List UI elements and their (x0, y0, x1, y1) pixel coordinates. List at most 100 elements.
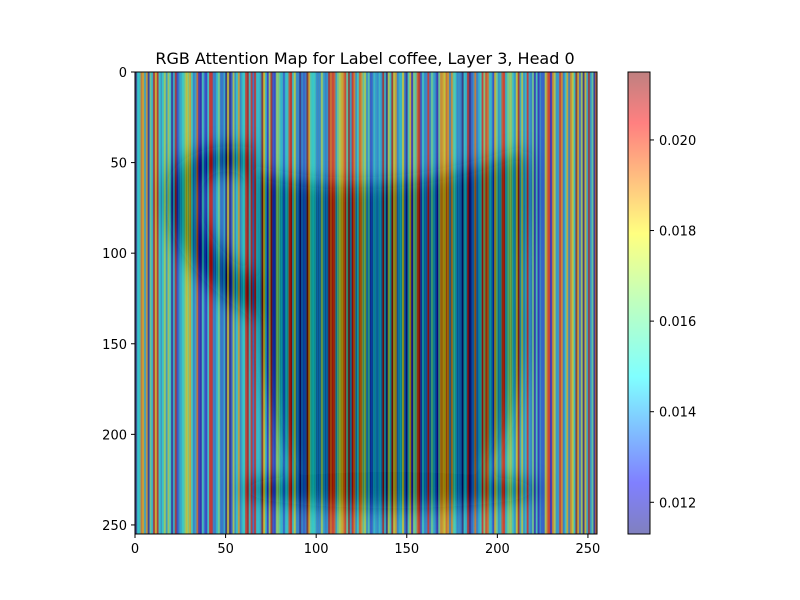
attention-stripe (138, 72, 141, 534)
attention-stripe (481, 72, 484, 534)
attention-stripe (347, 72, 351, 534)
attention-stripe (218, 72, 221, 534)
attention-stripe (407, 72, 410, 534)
attention-stripe (571, 72, 574, 534)
x-tick-label: 200 (485, 542, 510, 557)
attention-stripe (580, 72, 583, 534)
colorbar-tick-label: 0.016 (659, 315, 696, 330)
attention-stripe (499, 72, 502, 534)
attention-stripe (566, 72, 569, 534)
attention-stripe (423, 72, 426, 534)
attention-stripe (589, 72, 592, 534)
attention-stripe (255, 72, 259, 534)
y-tick-label: 100 (102, 247, 127, 262)
attention-stripe (568, 72, 571, 534)
attention-stripe (302, 72, 306, 534)
attention-stripe (577, 72, 580, 534)
attention-stripe (389, 72, 392, 534)
attention-stripe (198, 72, 201, 534)
attention-stripe (144, 72, 147, 534)
x-tick-label: 100 (304, 542, 329, 557)
attention-stripe (176, 72, 179, 534)
attention-stripe (301, 72, 304, 534)
attention-stripe (319, 72, 322, 534)
attention-stripe (292, 72, 295, 534)
attention-stripe (519, 72, 522, 534)
attention-stripe (528, 72, 531, 534)
attention-stripe (237, 72, 241, 534)
attention-stripe (384, 72, 387, 534)
attention-stripe (250, 72, 253, 534)
attention-stripe (526, 72, 529, 534)
attention-stripe (290, 72, 293, 534)
attention-stripe (259, 72, 262, 534)
attention-stripe (275, 72, 278, 534)
attention-stripe (497, 72, 500, 534)
attention-stripe (205, 72, 208, 534)
attention-stripe (584, 72, 587, 534)
y-tick-label: 250 (102, 519, 127, 534)
attention-stripe (335, 72, 338, 534)
attention-stripe (328, 72, 331, 534)
attention-stripe (310, 72, 313, 534)
attention-stripe (243, 72, 246, 534)
attention-stripe (172, 72, 176, 534)
attention-stripe (504, 72, 508, 534)
attention-stripe (587, 72, 591, 534)
attention-stripe (135, 72, 138, 534)
attention-stripe (501, 72, 504, 534)
attention-stripe (264, 72, 268, 534)
attention-stripe (454, 72, 457, 534)
attention-stripe (236, 72, 239, 534)
attention-stripe (559, 72, 562, 534)
attention-stripe (465, 72, 468, 534)
attention-stripe (416, 72, 419, 534)
attention-stripe (546, 72, 549, 534)
attention-stripe (530, 72, 533, 534)
attention-stripe (537, 72, 540, 534)
attention-stripe (163, 72, 167, 534)
attention-stripe (456, 72, 459, 534)
attention-stripe (165, 72, 168, 534)
attention-stripe (512, 72, 515, 534)
attention-stripe (344, 72, 347, 534)
attention-stripe (147, 72, 150, 534)
attention-stripe (353, 72, 356, 534)
attention-stripe (555, 72, 558, 534)
attention-stripe (185, 72, 188, 534)
colorbar: 0.012 0.014 0.016 0.018 0.020 (627, 71, 696, 535)
attention-stripe (171, 72, 174, 534)
attention-stripe (436, 72, 439, 534)
attention-stripe (351, 72, 354, 534)
attention-stripe (470, 72, 473, 534)
attention-stripe (151, 72, 154, 534)
attention-stripe (219, 72, 223, 534)
attention-stripe (272, 72, 275, 534)
attention-stripe (248, 72, 251, 534)
attention-stripe (564, 72, 567, 534)
attention-stripe (346, 72, 349, 534)
attention-stripe (430, 72, 434, 534)
attention-stripe (387, 72, 390, 534)
attention-stripe (532, 72, 535, 534)
attention-stripe (333, 72, 336, 534)
attention-stripe (263, 72, 266, 534)
attention-stripe (403, 72, 407, 534)
attention-stripe (418, 72, 421, 534)
attention-stripe (181, 72, 185, 534)
attention-stripe (203, 72, 206, 534)
attention-stripe (281, 72, 284, 534)
x-tick-label: 50 (217, 542, 234, 557)
attention-stripe (439, 72, 443, 534)
attention-stripe (461, 72, 464, 534)
attention-stripe (311, 72, 315, 534)
attention-stripe (187, 72, 190, 534)
attention-stripe (459, 72, 463, 534)
attention-stripe (378, 72, 381, 534)
attention-stripe (479, 72, 482, 534)
attention-stripe (382, 72, 385, 534)
attention-stripe (548, 72, 551, 534)
attention-stripe (299, 72, 302, 534)
attention-stripe (210, 72, 213, 534)
